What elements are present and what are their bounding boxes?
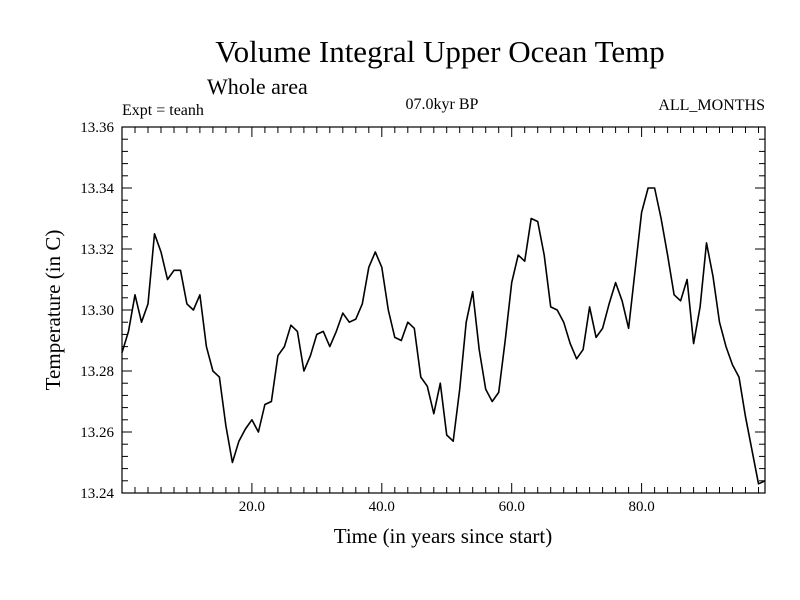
axis-ticks — [122, 127, 765, 493]
axis-tick-labels: 20.0 40.0 60.0 80.0 13.24 13.26 13.28 13.30 13.3… — [80, 120, 654, 515]
y-tick-label: 13.32 — [80, 242, 114, 258]
y-tick-label: 13.28 — [80, 364, 114, 380]
y-tick-label: 13.26 — [80, 425, 114, 441]
plot-frame — [121, 126, 766, 494]
x-axis-label: Time (in years since start) — [334, 524, 553, 548]
chart-subtitle: Whole area — [207, 74, 308, 99]
y-tick-label: 13.24 — [80, 486, 114, 502]
series-line — [121, 187, 766, 485]
y-tick-label: 13.30 — [80, 303, 114, 319]
x-tick-label: 80.0 — [628, 499, 654, 515]
chart-title: Volume Integral Upper Ocean Temp — [215, 34, 665, 69]
experiment-label: Expt = teanh — [122, 102, 204, 119]
x-tick-label: 20.0 — [239, 499, 265, 515]
months-label: ALL_MONTHS — [658, 97, 765, 114]
x-tick-label: 40.0 — [369, 499, 395, 515]
data-series — [121, 187, 766, 485]
y-tick-label: 13.36 — [80, 120, 114, 136]
y-axis-label: Temperature (in C) — [41, 230, 65, 391]
y-tick-label: 13.34 — [80, 181, 114, 197]
x-tick-label: 60.0 — [499, 499, 525, 515]
period-label: 07.0kyr BP — [406, 96, 479, 113]
